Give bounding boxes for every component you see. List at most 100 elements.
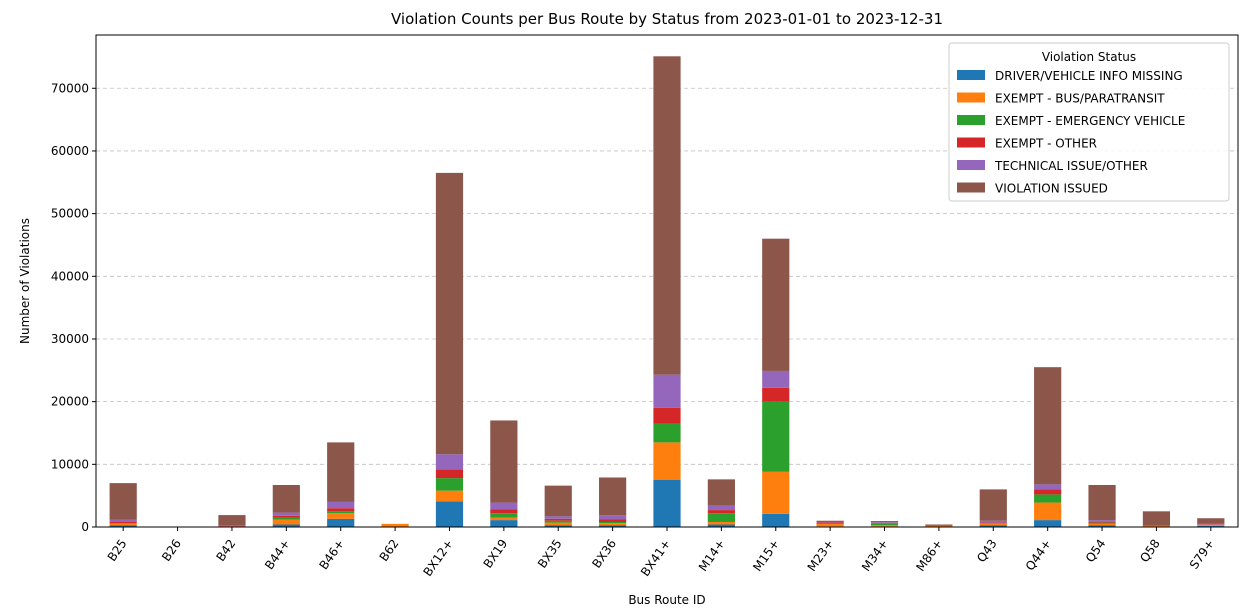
bar-segment xyxy=(1142,511,1171,526)
bar-segment xyxy=(544,516,572,519)
x-tick-label: B44+ xyxy=(262,537,293,573)
bar-segment xyxy=(653,479,681,527)
bar-segment xyxy=(925,524,953,526)
bar-segment xyxy=(707,510,735,514)
y-tick-label: 10000 xyxy=(51,457,89,471)
x-tick-label: B62 xyxy=(377,537,402,564)
legend-title: Violation Status xyxy=(1042,50,1136,64)
bar-segment xyxy=(272,512,300,516)
chart-title: Violation Counts per Bus Route by Status… xyxy=(391,10,943,28)
x-tick-label: M23+ xyxy=(805,537,837,574)
bar-segment xyxy=(1088,522,1116,524)
bar-segment xyxy=(870,523,899,526)
bar-segment xyxy=(1088,523,1116,526)
y-tick-label: 30000 xyxy=(51,332,89,346)
bar-segment xyxy=(1034,484,1062,490)
legend-label: DRIVER/VEHICLE INFO MISSING xyxy=(995,69,1183,83)
bar-segment xyxy=(109,519,137,522)
legend-swatch xyxy=(957,70,985,80)
x-axis-label: Bus Route ID xyxy=(628,593,705,607)
legend-swatch xyxy=(957,115,985,125)
bar-segment xyxy=(272,519,300,525)
x-tick-label: BX35 xyxy=(535,537,565,571)
bar-segment xyxy=(327,501,355,509)
bar-segment xyxy=(1034,494,1062,503)
bar-segment xyxy=(1088,525,1116,527)
bar-segment xyxy=(1088,485,1116,521)
y-tick-label: 20000 xyxy=(51,395,89,409)
bar-segment xyxy=(327,442,355,502)
bar-segment xyxy=(979,489,1007,521)
y-axis-label: Number of Violations xyxy=(18,218,32,344)
bar-segment xyxy=(599,521,627,524)
bars xyxy=(109,56,1225,527)
bar-segment xyxy=(544,520,572,523)
bar-segment xyxy=(979,522,1007,524)
bar-segment xyxy=(599,477,627,516)
bar-segment xyxy=(707,524,735,527)
bar-segment xyxy=(979,523,1007,524)
bar-segment xyxy=(979,523,1007,526)
bar-segment xyxy=(1034,367,1062,485)
bar-segment xyxy=(544,525,572,527)
legend-box xyxy=(948,42,1230,202)
x-tick-label: BX41+ xyxy=(638,537,673,579)
bar-segment xyxy=(272,517,300,520)
bar-segment xyxy=(816,523,844,527)
bar-segment xyxy=(1197,525,1225,526)
bar-segment xyxy=(435,490,464,502)
bar-segment xyxy=(1088,520,1116,522)
legend-swatch xyxy=(957,92,985,103)
bar-segment xyxy=(109,523,137,524)
x-tick-label: Q54 xyxy=(1083,537,1109,565)
bar-segment xyxy=(762,401,790,472)
bar-segment xyxy=(544,522,572,526)
bar-segment xyxy=(272,485,300,513)
bar-segment xyxy=(544,485,572,517)
bar-segment xyxy=(599,519,627,522)
legend-swatch xyxy=(957,160,985,170)
y-tick-label: 40000 xyxy=(51,269,89,283)
bar-segment xyxy=(1142,525,1171,527)
legend-label: TECHNICAL ISSUE/OTHER xyxy=(994,159,1148,173)
bar-segment xyxy=(490,513,518,518)
bar-segment xyxy=(816,522,844,524)
bar-segment xyxy=(218,515,246,526)
bar-segment xyxy=(381,523,409,527)
bar-segment xyxy=(490,420,518,503)
bar-segment xyxy=(435,172,464,455)
bar-segment xyxy=(490,517,518,521)
bar-segment xyxy=(435,454,464,470)
bar-segment xyxy=(327,508,355,512)
bar-segment xyxy=(762,471,790,514)
bar-segment xyxy=(272,515,300,518)
bar-segment xyxy=(707,505,735,511)
bar-segment xyxy=(327,511,355,514)
bar-segment xyxy=(762,513,790,527)
bar-segment xyxy=(109,521,137,524)
bar-segment xyxy=(327,513,355,519)
y-tick-label: 0 xyxy=(81,520,89,534)
y-tick-label: 50000 xyxy=(51,207,89,221)
x-tick-label: Q43 xyxy=(974,537,1000,565)
legend: Violation Status DRIVER/VEHICLE INFO MIS… xyxy=(948,42,1230,202)
y-axis: 0 10000 20000 30000 40000 50000 60000 70000 xyxy=(51,81,96,534)
bar-segment xyxy=(490,502,518,510)
x-tick-label: B25 xyxy=(105,537,130,564)
bar-segment xyxy=(1197,524,1225,525)
bar-segment xyxy=(1197,525,1225,527)
x-tick-label: Q58 xyxy=(1137,537,1163,565)
x-tick-label: M34+ xyxy=(859,537,891,574)
x-tick-label: B42 xyxy=(213,537,238,564)
bar-segment xyxy=(109,523,137,526)
bar-segment xyxy=(1034,489,1062,495)
bar-segment xyxy=(870,522,899,523)
x-tick-label: BX12+ xyxy=(421,537,456,579)
legend-label: EXEMPT - BUS/PARATRANSIT xyxy=(995,92,1165,106)
bar-segment xyxy=(599,523,627,526)
bar-segment xyxy=(1142,526,1171,527)
bar-segment xyxy=(653,56,681,375)
bar-segment xyxy=(762,370,790,388)
bar-segment xyxy=(435,501,464,527)
